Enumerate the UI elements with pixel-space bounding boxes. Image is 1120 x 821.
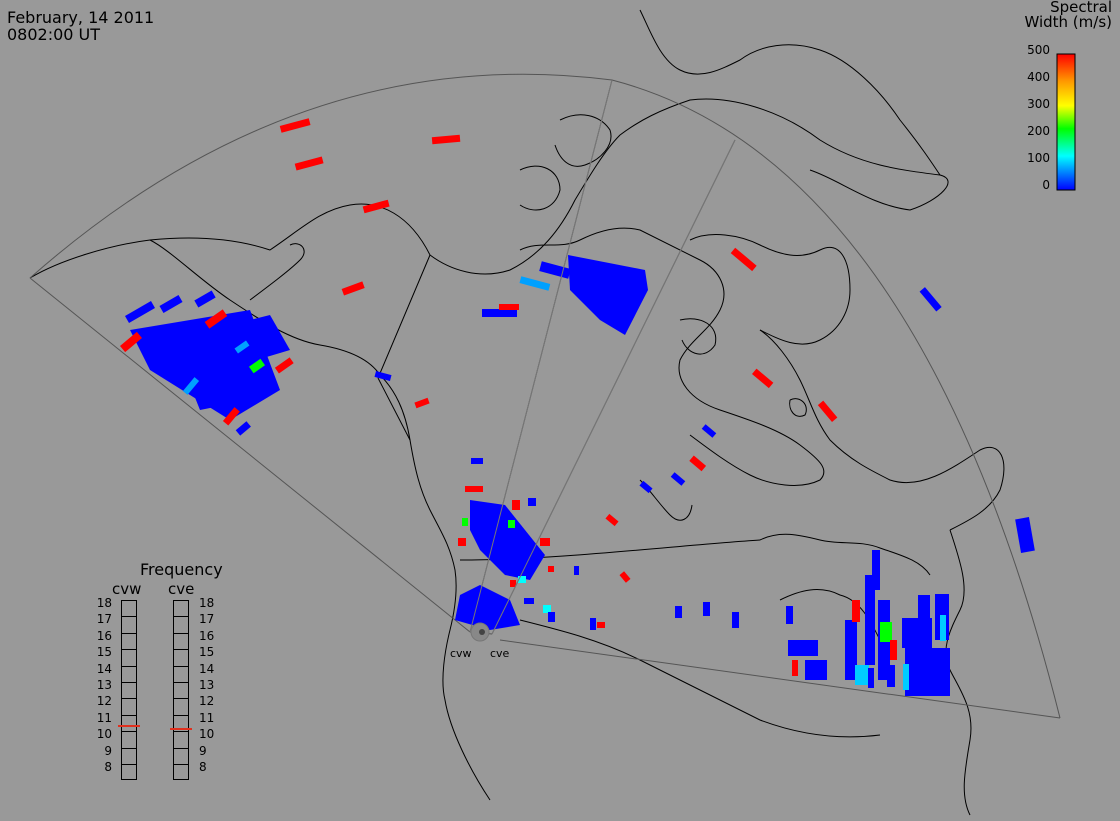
radar-sites [469, 79, 736, 642]
frequency-grid-line [122, 698, 136, 700]
scatter-radar-site-cluster [455, 486, 605, 630]
frequency-title: Frequency [140, 560, 223, 579]
colorbar-title-line2: Width (m/s) [1024, 13, 1112, 31]
frequency-tick-left: 12 [96, 694, 112, 709]
frequency-tick-left: 8 [104, 760, 112, 774]
frequency-scale-cve [173, 600, 189, 780]
colorbar-tick: 300 [1027, 97, 1050, 111]
frequency-cve-label: cve [168, 580, 195, 598]
radar-label-cvw: cvw [450, 647, 472, 660]
frequency-grid-line [122, 731, 136, 733]
scatter-red-arcs [279, 118, 838, 583]
frequency-grid-line [174, 714, 188, 716]
frequency-grid-line [174, 682, 188, 683]
colorbar-tick: 100 [1027, 151, 1050, 165]
frequency-tick-left: 15 [96, 645, 112, 660]
frequency-grid-line [174, 616, 188, 618]
frequency-grid-line [174, 747, 188, 749]
frequency-grid-line [174, 665, 188, 667]
frequency-grid-line [174, 731, 188, 733]
frequency-grid-line [122, 616, 136, 618]
map-time: 0802:00 UT [7, 25, 101, 44]
colorbar-tick: 500 [1027, 43, 1050, 57]
frequency-tick-left: 10 [96, 727, 112, 742]
colorbar-title-line1: Spectral [1050, 0, 1112, 16]
frequency-grid-line [122, 764, 136, 765]
colorbar-gradient [1056, 53, 1076, 191]
frequency-marker-cve [170, 728, 192, 731]
frequency-tick-left: 14 [96, 661, 112, 676]
frequency-grid-line [174, 649, 188, 651]
frequency-tick-right: 12 [199, 694, 215, 709]
frequency-grid-line [122, 714, 136, 716]
colorbar-tick: 0 [1042, 178, 1050, 192]
scatter-blue-arcs [374, 287, 1035, 630]
frequency-tick-right: 16 [199, 628, 215, 643]
frequency-tick-right: 9 [199, 743, 207, 758]
frequency-tick-left: 13 [96, 678, 112, 692]
frequency-tick-left: 17 [96, 612, 112, 627]
map-borders [377, 254, 761, 561]
frequency-grid-line [174, 698, 188, 700]
frequency-grid-line [174, 632, 188, 634]
colorbar-tick: 200 [1027, 124, 1050, 138]
frequency-grid-line [122, 747, 136, 749]
frequency-tick-right: 10 [199, 727, 215, 742]
colorbar-tick: 400 [1027, 70, 1050, 84]
frequency-grid-line [122, 632, 136, 634]
frequency-tick-left: 9 [104, 743, 112, 758]
scatter-north-cluster [482, 255, 648, 335]
frequency-tick-left: 16 [96, 628, 112, 643]
map-date: February, 14 2011 [7, 8, 155, 27]
frequency-tick-left: 18 [96, 596, 112, 610]
frequency-grid-line [174, 764, 188, 765]
frequency-tick-right: 8 [199, 760, 207, 774]
scatter-west-cluster [120, 290, 294, 436]
frequency-tick-right: 17 [199, 612, 215, 627]
frequency-grid-line [122, 682, 136, 683]
frequency-grid-line [122, 649, 136, 651]
frequency-tick-right: 13 [199, 678, 215, 692]
frequency-tick-right: 18 [199, 596, 215, 610]
frequency-marker-cvw [118, 725, 140, 728]
frequency-tick-right: 11 [199, 710, 215, 725]
frequency-tick-right: 15 [199, 645, 215, 660]
frequency-grid-line [122, 665, 136, 667]
frequency-tick-left: 11 [96, 710, 112, 725]
frequency-scale-cvw [121, 600, 137, 780]
radar-label-cve: cve [490, 647, 510, 660]
frequency-tick-right: 14 [199, 661, 215, 676]
map-coastlines [29, 9, 1005, 816]
frequency-cvw-label: cvw [112, 580, 142, 598]
colorbar-title: Spectral Width (m/s) [992, 0, 1112, 30]
scatter-east-cluster [786, 550, 950, 696]
